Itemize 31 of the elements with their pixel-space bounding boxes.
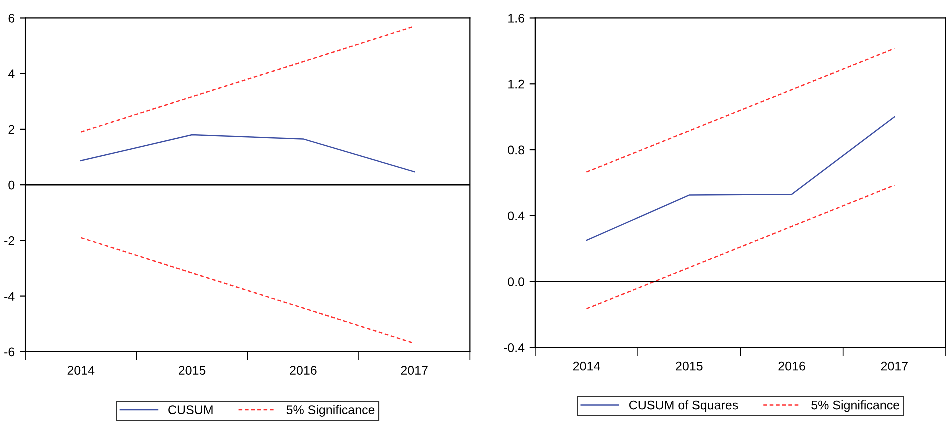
line-series: [80, 134, 416, 173]
y-tick-label: 0.4: [508, 212, 525, 221]
y-tick-label: 1.2: [508, 80, 524, 89]
y-tick-label: -4: [4, 292, 15, 301]
legend-label: CUSUM of Squares: [630, 400, 738, 412]
y-tick-label: 4: [8, 70, 15, 78]
line-series: [586, 48, 896, 173]
y-tick-label: 0.8: [508, 146, 524, 155]
line-series: [80, 237, 416, 344]
x-tick-label: 2016: [778, 362, 806, 371]
x-tick-label: 2015: [676, 362, 703, 371]
legend-label: 5% Significance: [812, 400, 900, 412]
x-tick-label: 2014: [573, 362, 600, 371]
legend-label: 5% Significance: [286, 405, 375, 417]
x-tick-label: 2016: [290, 366, 317, 375]
y-tick-label: -0.4: [504, 343, 525, 352]
y-tick-label: 6: [8, 14, 15, 23]
x-tick-label: 2017: [401, 366, 428, 375]
y-tick-label: 0.0: [508, 278, 525, 286]
x-tick-label: 2014: [68, 366, 95, 375]
line-series: [80, 26, 416, 133]
y-tick-label: 0: [8, 180, 15, 190]
y-tick-label: 2: [8, 125, 14, 134]
legend-label: CUSUM: [168, 406, 213, 414]
line-series: [586, 116, 896, 242]
line-series: [586, 184, 896, 310]
y-tick-label: -6: [4, 348, 15, 357]
y-tick-label: 1.6: [508, 14, 524, 23]
x-tick-label: 2015: [179, 366, 206, 375]
y-tick-label: -2: [4, 236, 14, 246]
x-tick-label: 2017: [881, 362, 908, 371]
